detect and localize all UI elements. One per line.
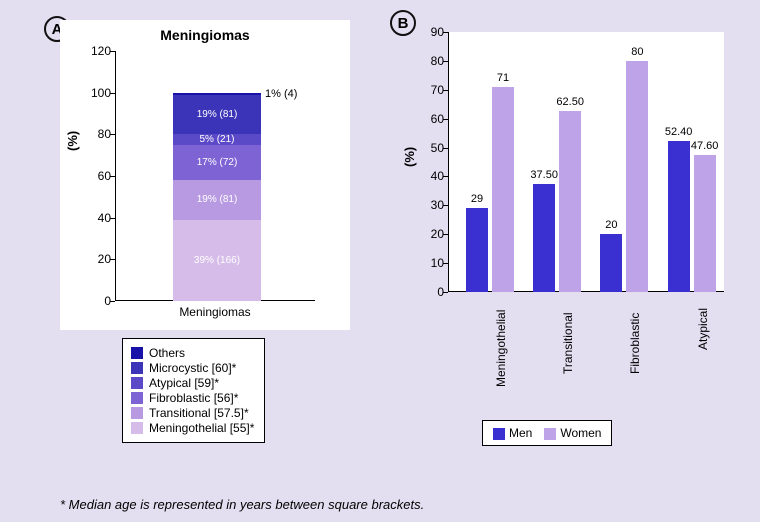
- chart-b-legend: Men Women: [482, 420, 612, 446]
- chart-b-value-label: 37.50: [530, 169, 558, 181]
- legend-label: Others: [149, 346, 185, 360]
- legend-swatch: [131, 422, 143, 434]
- legend-label: Transitional [57.5]*: [149, 406, 249, 420]
- legend-label: Women: [560, 426, 601, 440]
- chart-b-value-label: 47.60: [691, 140, 719, 152]
- legend-swatch: [493, 428, 505, 440]
- chart-a-legend-item: Transitional [57.5]*: [131, 406, 254, 420]
- chart-b-category-label: Atypical: [696, 308, 710, 350]
- legend-swatch: [544, 428, 556, 440]
- chart-a-legend: OthersMicrocystic [60]*Atypical [59]*Fib…: [122, 338, 265, 443]
- chart-b: (%) 0 10 20 30 40 50 60 70 80 90 29 71 37.50 62.50 20 8…: [400, 12, 740, 392]
- chart-a-plot: 0204060801001201% (4)19% (81)5% (21)17% …: [115, 51, 315, 301]
- chart-b-bar-men: [533, 184, 555, 292]
- chart-b-ytick: 40: [418, 169, 444, 183]
- legend-label: Atypical [59]*: [149, 376, 219, 390]
- chart-b-ytick: 20: [418, 227, 444, 241]
- chart-a-segment-meningothelial: 39% (166): [173, 220, 261, 301]
- chart-a-side-label-others: 1% (4): [265, 88, 297, 100]
- chart-b-ytick: 30: [418, 198, 444, 212]
- chart-a-legend-item: Atypical [59]*: [131, 376, 254, 390]
- chart-a-segment-atypical: 5% (21): [173, 134, 261, 144]
- chart-b-category-label: Fibroblastic: [628, 313, 642, 374]
- chart-b-ytick: 50: [418, 141, 444, 155]
- legend-label: Meningothelial [55]*: [149, 421, 254, 435]
- chart-a-ylabel: (%): [65, 131, 80, 151]
- chart-b-ytick: 60: [418, 112, 444, 126]
- chart-b-value-label: 80: [631, 46, 643, 58]
- chart-b-ylabel: (%): [402, 147, 417, 167]
- chart-a-yaxis: [115, 51, 116, 301]
- chart-a-ytick: 120: [81, 44, 111, 58]
- chart-b-value-label: 20: [605, 219, 617, 231]
- chart-b-ytick: 10: [418, 256, 444, 270]
- chart-a-ytick: 20: [81, 252, 111, 266]
- chart-a-legend-item: Meningothelial [55]*: [131, 421, 254, 435]
- chart-a-legend-item: Others: [131, 346, 254, 360]
- legend-swatch: [131, 377, 143, 389]
- chart-b-ytick: 80: [418, 54, 444, 68]
- chart-b-legend-item: Women: [544, 426, 601, 440]
- chart-b-category-label: Transitional: [561, 313, 575, 375]
- legend-swatch: [131, 362, 143, 374]
- chart-a-legend-item: Microcystic [60]*: [131, 361, 254, 375]
- chart-b-bar-women: [626, 61, 648, 292]
- legend-swatch: [131, 407, 143, 419]
- chart-a-ytick: 60: [81, 169, 111, 183]
- chart-b-value-label: 29: [471, 193, 483, 205]
- chart-b-bar-men: [668, 141, 690, 292]
- chart-a-ytick: 40: [81, 211, 111, 225]
- chart-a: Meningiomas (%) 0 20 40 60 80 100 120 1% (4) 19%…: [60, 20, 350, 330]
- chart-b-bar-men: [466, 208, 488, 292]
- legend-swatch: [131, 392, 143, 404]
- chart-b-bar-women: [559, 111, 581, 292]
- chart-b-value-label: 62.50: [556, 96, 584, 108]
- chart-b-yaxis: [448, 32, 449, 292]
- chart-a-segment-transitional: 19% (81): [173, 180, 261, 220]
- legend-label: Fibroblastic [56]*: [149, 391, 238, 405]
- chart-b-bar-men: [600, 234, 622, 292]
- chart-b-bar-women: [694, 155, 716, 293]
- legend-label: Microcystic [60]*: [149, 361, 236, 375]
- chart-b-ytick: 70: [418, 83, 444, 97]
- chart-b-value-label: 71: [497, 72, 509, 84]
- chart-a-segment-microcystic: 19% (81): [173, 95, 261, 135]
- chart-a-xcategory: Meningiomas: [115, 305, 315, 319]
- chart-b-ytick: 90: [418, 25, 444, 39]
- chart-b-value-label: 52.40: [665, 126, 693, 138]
- chart-b-legend-item: Men: [493, 426, 532, 440]
- chart-a-ytick: 100: [81, 86, 111, 100]
- chart-b-bar-women: [492, 87, 514, 292]
- chart-b-ytick: 0: [418, 285, 444, 299]
- chart-a-stacked-bar: 19% (81)5% (21)17% (72)19% (81)39% (166): [173, 93, 261, 301]
- chart-b-category-label: Meningothelial: [494, 309, 508, 386]
- legend-label: Men: [509, 426, 532, 440]
- chart-a-ytick: 80: [81, 127, 111, 141]
- legend-swatch: [131, 347, 143, 359]
- chart-a-ytick: 0: [81, 294, 111, 308]
- footnote: * Median age is represented in years bet…: [60, 497, 424, 512]
- chart-a-legend-item: Fibroblastic [56]*: [131, 391, 254, 405]
- chart-a-title: Meningiomas: [61, 27, 349, 43]
- chart-b-plot: 0102030405060708090297137.5062.50208052.…: [448, 32, 724, 292]
- chart-a-segment-fibroblastic: 17% (72): [173, 145, 261, 180]
